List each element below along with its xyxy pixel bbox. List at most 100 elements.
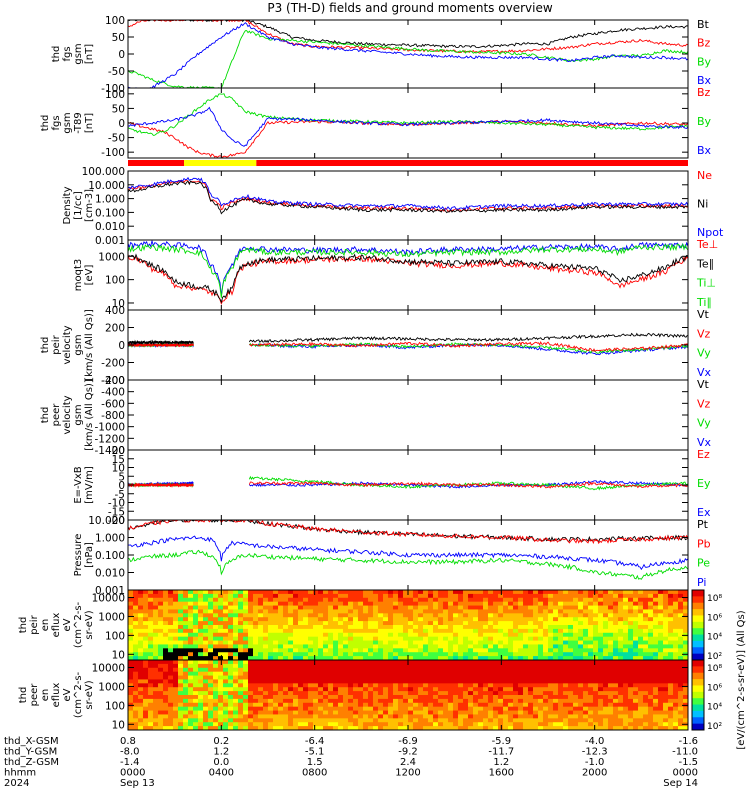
heatmap-cell	[578, 644, 584, 649]
heatmap-cell	[358, 632, 364, 638]
heatmap-cell	[588, 695, 594, 700]
heatmap-cell	[453, 667, 459, 673]
heatmap-cell	[643, 706, 649, 712]
heatmap-cell	[333, 652, 339, 657]
heatmap-cell	[508, 636, 514, 642]
heatmap-cell	[148, 679, 154, 684]
heatmap-cell	[218, 691, 224, 696]
heatmap-cell	[658, 706, 664, 712]
heatmap-cell	[588, 590, 594, 595]
heatmap-cell	[568, 605, 574, 611]
heatmap-cell	[223, 656, 229, 660]
y-tick-label: 1.000	[95, 194, 125, 206]
heatmap-cell	[358, 605, 364, 611]
heatmap-cell	[348, 675, 354, 681]
x-axis-row-label: thd_X-GSM	[4, 736, 59, 747]
heatmap-cell	[523, 656, 529, 660]
heatmap-cell	[188, 656, 194, 660]
heatmap-cell	[323, 675, 329, 681]
heatmap-cell	[373, 597, 379, 603]
heatmap-cell	[548, 593, 554, 599]
heatmap-cell	[318, 679, 324, 684]
heatmap-cell	[638, 621, 644, 626]
heatmap-cell	[158, 644, 164, 649]
heatmap-cell	[658, 675, 664, 681]
heatmap-cell	[128, 621, 134, 626]
heatmap-cell	[238, 702, 244, 708]
heatmap-cell	[398, 691, 404, 696]
heatmap-cell	[198, 714, 204, 719]
heatmap-cell	[628, 695, 634, 700]
heatmap-cell	[543, 605, 549, 611]
heatmap-cell	[178, 726, 184, 730]
heatmap-cell	[618, 648, 624, 653]
colorbar-step	[692, 596, 704, 604]
heatmap-cell	[563, 632, 569, 638]
heatmap-cell	[253, 636, 259, 642]
heatmap-cell	[318, 648, 324, 653]
heatmap-cell	[588, 702, 594, 708]
heatmap-cell	[593, 702, 599, 708]
heatmap-cell	[283, 636, 289, 642]
heatmap-cell	[543, 663, 549, 669]
heatmap-cell	[558, 605, 564, 611]
heatmap-cell	[433, 714, 439, 719]
heatmap-cell	[488, 718, 494, 723]
heatmap-cell	[538, 718, 544, 723]
heatmap-cell	[498, 675, 504, 681]
heatmap-cell	[613, 710, 619, 716]
heatmap-cell	[398, 710, 404, 716]
heatmap-cell	[263, 590, 269, 595]
heatmap-cell	[428, 714, 434, 719]
heatmap-cell	[523, 726, 529, 730]
heatmap-cell	[368, 687, 374, 692]
heatmap-cell	[503, 605, 509, 611]
heatmap-cell	[633, 652, 639, 657]
heatmap-cell	[138, 698, 144, 704]
heatmap-cell	[368, 636, 374, 642]
heatmap-cell	[208, 687, 214, 692]
heatmap-cell	[503, 687, 509, 692]
y-tick-label: 100.000	[82, 166, 125, 178]
heatmap-cell	[398, 687, 404, 692]
heatmap-cell	[193, 656, 199, 660]
heatmap-cell	[453, 636, 459, 642]
heatmap-cell	[428, 667, 434, 673]
heatmap-cell	[248, 640, 254, 646]
heatmap-cell	[673, 660, 679, 665]
heatmap-cell	[573, 601, 579, 607]
heatmap-cell	[508, 628, 514, 634]
heatmap-cell	[603, 706, 609, 712]
heatmap-cell	[288, 683, 294, 688]
heatmap-cell	[628, 617, 634, 622]
heatmap-cell	[453, 628, 459, 634]
heatmap-cell	[618, 667, 624, 673]
heatmap-cell	[168, 663, 174, 669]
heatmap-cell	[653, 648, 659, 653]
heatmap-cell	[318, 698, 324, 704]
heatmap-cell	[148, 726, 154, 730]
heatmap-cell	[268, 702, 274, 708]
heatmap-cell	[473, 636, 479, 642]
heatmap-cell	[553, 656, 559, 660]
heatmap-cell	[403, 667, 409, 673]
heatmap-cell	[253, 597, 259, 603]
heatmap-cell	[548, 722, 554, 727]
heatmap-cell	[513, 714, 519, 719]
heatmap-cell	[303, 695, 309, 700]
heatmap-cell	[168, 590, 174, 595]
heatmap-cell	[323, 687, 329, 692]
heatmap-cell	[528, 613, 534, 618]
heatmap-cell	[293, 663, 299, 669]
heatmap-cell	[238, 621, 244, 626]
heatmap-cell	[578, 663, 584, 669]
heatmap-cell	[258, 605, 264, 611]
heatmap-cell	[643, 652, 649, 657]
heatmap-cell	[213, 695, 219, 700]
heatmap-cell	[258, 590, 264, 595]
heatmap-cell	[228, 726, 234, 730]
heatmap-cell	[243, 691, 249, 696]
heatmap-cell	[418, 660, 424, 665]
heatmap-cell	[228, 675, 234, 681]
heatmap-cell	[203, 660, 209, 665]
